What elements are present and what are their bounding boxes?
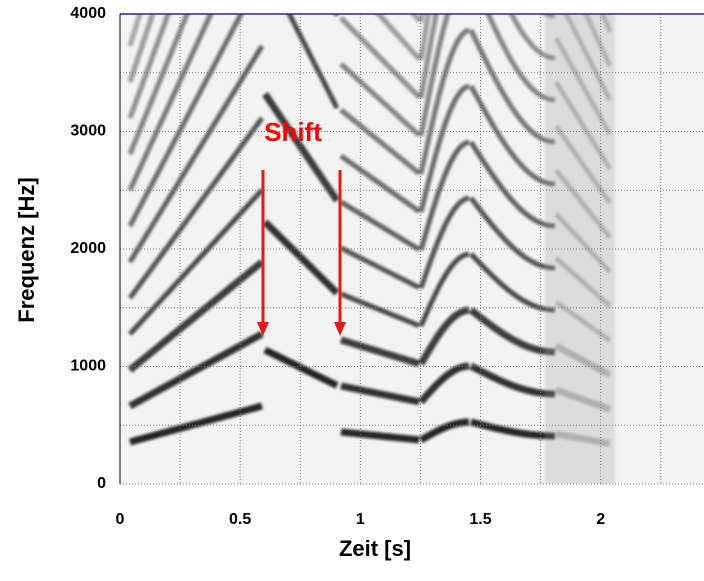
harmonic-band bbox=[418, 14, 451, 137]
harmonic-band bbox=[418, 362, 470, 405]
harmonic-band bbox=[339, 199, 421, 252]
harmonic-band bbox=[419, 418, 470, 444]
harmonic-band bbox=[127, 14, 244, 228]
harmonic-band bbox=[417, 306, 470, 366]
y-tick-label: 2000 bbox=[70, 240, 106, 257]
harmonic-band bbox=[262, 219, 340, 296]
harmonic-band bbox=[418, 83, 470, 213]
harmonic-band bbox=[469, 362, 555, 398]
harmonic-band bbox=[130, 0, 262, 10]
harmonic-band bbox=[339, 108, 421, 176]
harmonic-band bbox=[418, 139, 470, 251]
x-tick-label: 2 bbox=[596, 511, 605, 528]
harmonic-band bbox=[128, 188, 264, 336]
annotation: Shift bbox=[264, 117, 322, 147]
harmonic-band bbox=[339, 245, 421, 290]
harmonic-band bbox=[418, 195, 470, 289]
harmonic-band bbox=[469, 196, 556, 271]
harmonic-band bbox=[127, 116, 265, 300]
harmonic-band bbox=[468, 28, 556, 145]
harmonic-band bbox=[127, 44, 265, 264]
harmonic-band bbox=[127, 14, 214, 192]
harmonic-band bbox=[468, 140, 556, 229]
harmonic-band bbox=[127, 259, 265, 373]
harmonic-band bbox=[340, 382, 420, 406]
harmonic-band bbox=[339, 153, 421, 214]
x-tick-label: 0 bbox=[116, 511, 125, 528]
harmonic-band bbox=[129, 402, 263, 446]
harmonic-band bbox=[339, 16, 421, 99]
harmonic-band bbox=[418, 14, 439, 99]
y-axis-title: Frequenz [Hz] bbox=[14, 177, 39, 322]
arrows bbox=[257, 170, 346, 336]
arrow-head bbox=[334, 322, 346, 336]
harmonic-band bbox=[468, 84, 556, 187]
x-tick-label: 1.5 bbox=[469, 511, 491, 528]
harmonic-band bbox=[375, 14, 421, 61]
y-tick-label: 0 bbox=[97, 475, 106, 492]
harmonic-band bbox=[333, 14, 340, 17]
arrow-head bbox=[257, 322, 269, 336]
harmonic-band bbox=[339, 336, 421, 368]
x-tick-label: 0.5 bbox=[229, 511, 251, 528]
harmonic-band bbox=[127, 14, 190, 155]
harmonic-band bbox=[286, 14, 340, 110]
harmonic-band bbox=[128, 330, 264, 410]
harmonic-band bbox=[339, 62, 421, 137]
y-tick-label: 3000 bbox=[70, 123, 106, 140]
harmonic-band bbox=[340, 291, 420, 328]
x-axis-title: Zeit [s] bbox=[339, 536, 411, 561]
y-tick-label: 1000 bbox=[70, 358, 106, 375]
harmonic-band bbox=[263, 346, 339, 389]
harmonic-band bbox=[418, 27, 470, 175]
harmonic-band bbox=[127, 14, 156, 83]
harmonic-band bbox=[127, 14, 171, 119]
harmonic-band bbox=[470, 418, 555, 440]
y-tick-label: 4000 bbox=[70, 5, 106, 22]
x-tick-label: 1 bbox=[356, 511, 365, 528]
harmonic-band bbox=[340, 428, 420, 444]
harmonic-band bbox=[262, 92, 340, 203]
